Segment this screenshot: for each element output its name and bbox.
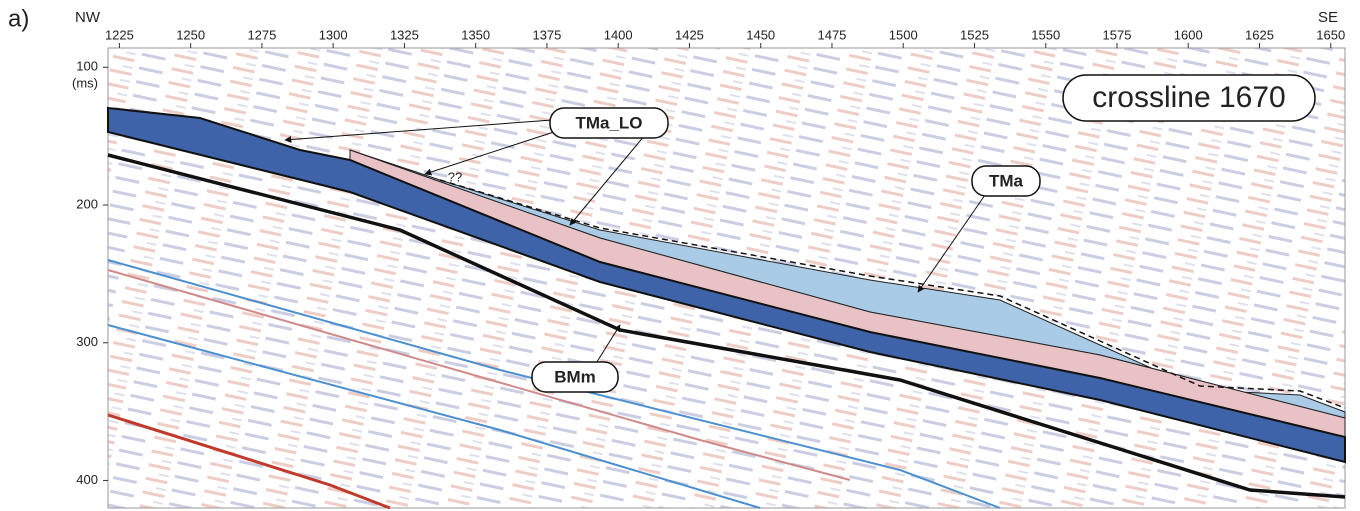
corner-label: SE [1318,9,1338,26]
x-tick-label: 1575 [1103,27,1132,42]
x-tick-label: 1250 [176,27,205,42]
x-tick-label: 1425 [675,27,704,42]
x-tick-label: 1375 [532,27,561,42]
x-tick-label: 1300 [319,27,348,42]
horizon-label: TMa [989,171,1024,190]
horizon-label: BMm [554,367,596,386]
x-tick-label: 1400 [604,27,633,42]
x-tick-label: 1625 [1245,27,1274,42]
y-axis-label: (ms) [72,75,98,90]
uncertain-mark: ?? [448,169,462,184]
x-tick-label: 1550 [1031,27,1060,42]
y-tick-label: 100 [76,59,98,74]
x-tick-label: 1600 [1174,27,1203,42]
y-tick-label: 300 [76,334,98,349]
x-tick-label: 1275 [247,27,276,42]
x-tick-label: 1475 [817,27,846,42]
y-tick-label: 200 [76,196,98,211]
seismic-section [107,47,1346,510]
corner-label: NW [75,9,101,26]
x-tick-label: 1225 [105,27,134,42]
panel-label: a) [8,5,29,32]
x-tick-label: 1500 [889,27,918,42]
section-label: crossline 1670 [1092,81,1285,114]
x-tick-label: 1350 [461,27,490,42]
horizon-label: TMa_LO [575,113,642,132]
x-tick-label: 1450 [746,27,775,42]
x-tick-label: 1650 [1316,27,1345,42]
y-tick-label: 400 [76,472,98,487]
annotation-arrows [284,74,1316,393]
x-tick-label: 1325 [390,27,419,42]
x-tick-label: 1525 [960,27,989,42]
